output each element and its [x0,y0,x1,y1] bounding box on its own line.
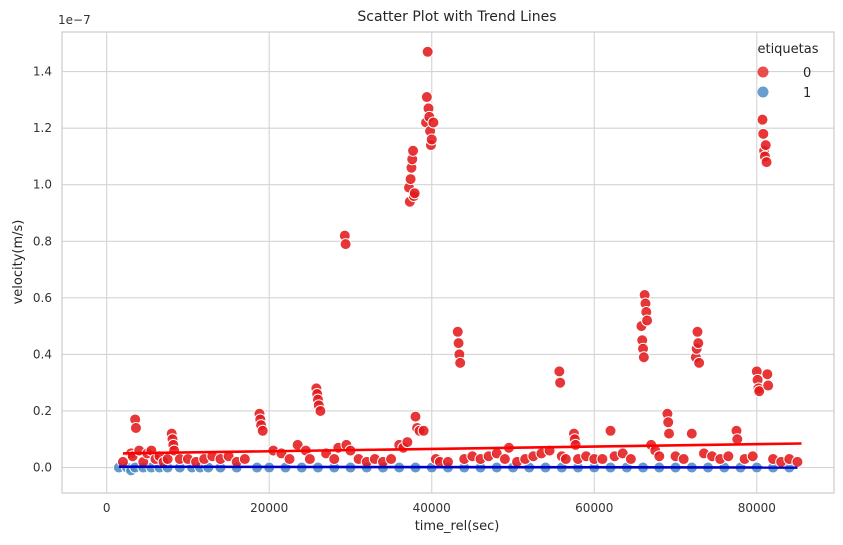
data-point-series-0 [452,337,465,350]
data-point-series-0 [653,450,666,463]
plot-area [62,32,834,493]
x-tick-label: 20000 [250,501,288,515]
data-point-series-0 [407,144,420,157]
y-tick-label: 0.8 [33,234,52,248]
x-tick-label: 40000 [413,501,451,515]
y-tick-label: 0.6 [33,291,52,305]
legend-marker-0 [757,66,769,78]
plot-frame [61,31,835,494]
data-point-series-0 [328,453,341,466]
data-point-series-0 [756,113,769,126]
data-point-series-0 [417,424,430,437]
chart-title: Scatter Plot with Trend Lines [357,9,556,25]
data-point-series-0 [616,447,629,460]
data-point-series-0 [454,356,467,369]
tick-labels: 0 20000 40000 60000 80000 0.0 0.2 0.4 0.6 0.8 1.0 1… [33,65,776,515]
trend-line-series-1 [118,465,798,469]
data-point-series-0 [759,139,772,152]
data-point-series-0 [596,453,609,466]
data-point-series-0 [451,325,464,338]
data-point-series-0 [339,238,352,251]
data-point-series-0 [420,91,433,104]
data-point-series-0 [677,453,690,466]
legend-title: etiquetas [757,42,818,57]
data-point-series-0 [624,453,637,466]
y-axis-label: velocity(m/s) [11,220,26,305]
x-axis-label: time_rel(sec) [415,519,500,534]
data-point-series-0 [498,453,511,466]
data-point-series-0 [442,455,454,468]
data-point-series-0 [385,453,398,466]
data-point-series-0 [238,453,251,466]
data-point-series-0 [641,314,654,327]
x-tick-label: 80000 [738,501,776,515]
data-point-series-0 [604,424,617,437]
data-point-series-0 [569,438,582,451]
x-tick-label: 0 [103,501,111,515]
data-point-series-0 [404,173,417,186]
data-point-series-0 [559,453,572,466]
data-point-series-0 [762,379,775,392]
data-point-series-0 [314,404,327,417]
data-point-series-0 [662,416,675,429]
legend-label-0: 0 [803,66,811,81]
data-point-series-0 [408,187,421,200]
data-point-series-0 [425,133,438,146]
data-point-series-0 [427,116,440,129]
y-tick-label: 0.4 [33,347,52,361]
legend: etiquetas 0 1 [757,42,818,101]
legend-marker-1 [757,86,769,98]
data-point-series-0 [421,45,434,58]
data-point-series-0 [553,365,566,378]
data-point-series-0 [409,410,422,423]
trend-lines [118,442,802,469]
data-point-series-0 [303,453,316,466]
data-point-series-0 [760,156,773,169]
data-point-series-0 [685,427,698,440]
data-point-series-0 [693,356,706,369]
data-point-series-0 [283,453,296,466]
data-point-series-0 [691,325,704,338]
legend-label-1: 1 [803,86,811,101]
y-tick-label: 0.2 [33,404,52,418]
data-point-series-0 [746,450,759,463]
data-point-series-0 [256,424,269,437]
data-point-series-0 [637,351,650,364]
data-point-series-0 [692,337,705,350]
data-point-series-0 [722,450,735,463]
data-point-series-0 [753,385,766,398]
y-tick-label: 1.2 [33,121,52,135]
y-tick-label: 0.0 [33,461,52,475]
data-point-series-0 [401,436,414,449]
data-point-series-0 [554,376,567,389]
y-tick-label: 1.0 [33,178,52,192]
data-point-series-0 [757,127,770,140]
data-point-series-0 [791,455,804,468]
y-offset-text: 1e−7 [58,13,91,27]
data-point-series-0 [761,368,774,381]
y-tick-label: 1.4 [33,65,52,79]
x-tick-label: 60000 [575,501,613,515]
data-point-series-0 [663,427,676,440]
data-point-series-0 [129,421,142,434]
trend-line-series-0 [122,442,802,455]
